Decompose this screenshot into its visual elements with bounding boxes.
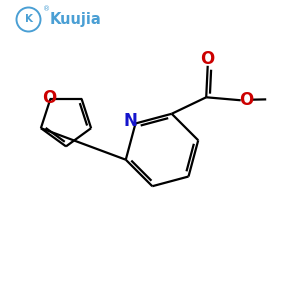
Text: Kuujia: Kuujia	[50, 12, 101, 27]
Text: O: O	[201, 50, 215, 68]
Text: K: K	[25, 14, 32, 25]
Text: O: O	[240, 91, 254, 109]
Text: N: N	[123, 112, 137, 130]
Text: ®: ®	[43, 6, 50, 12]
Text: O: O	[42, 89, 56, 107]
